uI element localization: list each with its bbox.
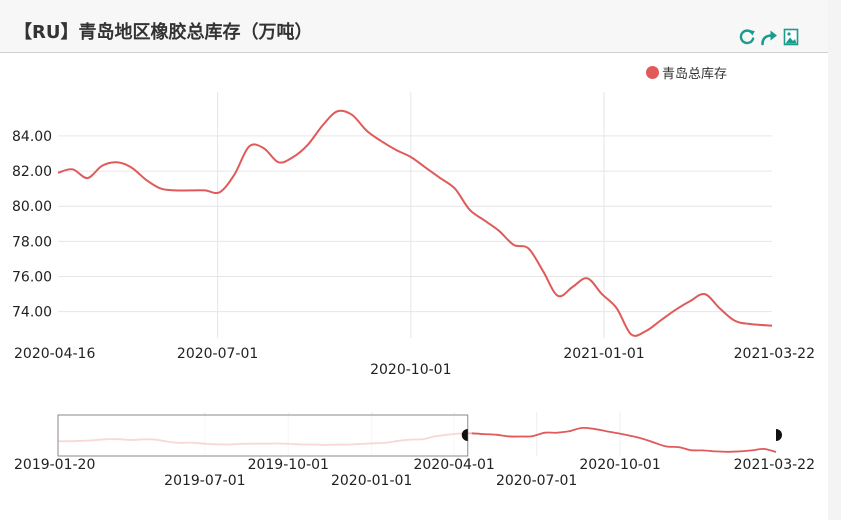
share-icon[interactable] bbox=[760, 28, 778, 46]
zoom-axis-label: 2019-10-01 bbox=[248, 457, 329, 473]
series-line bbox=[57, 109, 773, 337]
chart-toolbox bbox=[738, 28, 800, 46]
restore-icon[interactable] bbox=[738, 28, 756, 46]
zoom-series-line bbox=[471, 426, 777, 453]
x-tick-label: 2020-10-01 bbox=[370, 362, 451, 378]
y-tick-label: 82.00 bbox=[12, 164, 52, 180]
zoom-series-line-inactive bbox=[57, 432, 472, 446]
y-tick-label: 84.00 bbox=[12, 129, 52, 145]
save-as-image-icon[interactable] bbox=[782, 28, 800, 46]
zoom-start-handle[interactable] bbox=[461, 429, 468, 441]
x-tick-label: 2021-03-22 bbox=[734, 346, 815, 362]
x-tick-label: 2021-01-01 bbox=[563, 346, 644, 362]
zoom-axis-label: 2019-01-20 bbox=[14, 457, 95, 473]
zoom-axis-label: 2020-07-01 bbox=[496, 473, 577, 489]
zoom-unselected-area[interactable] bbox=[57, 414, 469, 457]
zoom-end-handle[interactable] bbox=[776, 429, 782, 441]
y-tick-label: 78.00 bbox=[12, 234, 52, 250]
y-tick-label: 76.00 bbox=[12, 270, 52, 286]
zoom-axis-label: 2020-01-01 bbox=[331, 473, 412, 489]
y-tick-label: 80.00 bbox=[12, 199, 52, 215]
x-tick-label: 2020-04-16 bbox=[14, 346, 95, 362]
x-tick-label: 2020-07-01 bbox=[177, 346, 258, 362]
zoom-axis-label: 2019-07-01 bbox=[164, 473, 245, 489]
zoom-axis-label: 2020-04-01 bbox=[413, 457, 494, 473]
zoom-axis-label: 2021-03-22 bbox=[734, 457, 815, 473]
zoom-axis-label: 2020-10-01 bbox=[579, 457, 660, 473]
y-tick-label: 74.00 bbox=[12, 305, 52, 321]
legend-label: 青岛总库存 bbox=[662, 67, 728, 82]
legend-item[interactable]: 青岛总库存 bbox=[646, 63, 727, 82]
chart-header: 【RU】青岛地区橡胶总库存（万吨） bbox=[0, 0, 828, 53]
legend-marker bbox=[646, 66, 659, 79]
chart-title: 【RU】青岛地区橡胶总库存（万吨） bbox=[14, 22, 313, 43]
